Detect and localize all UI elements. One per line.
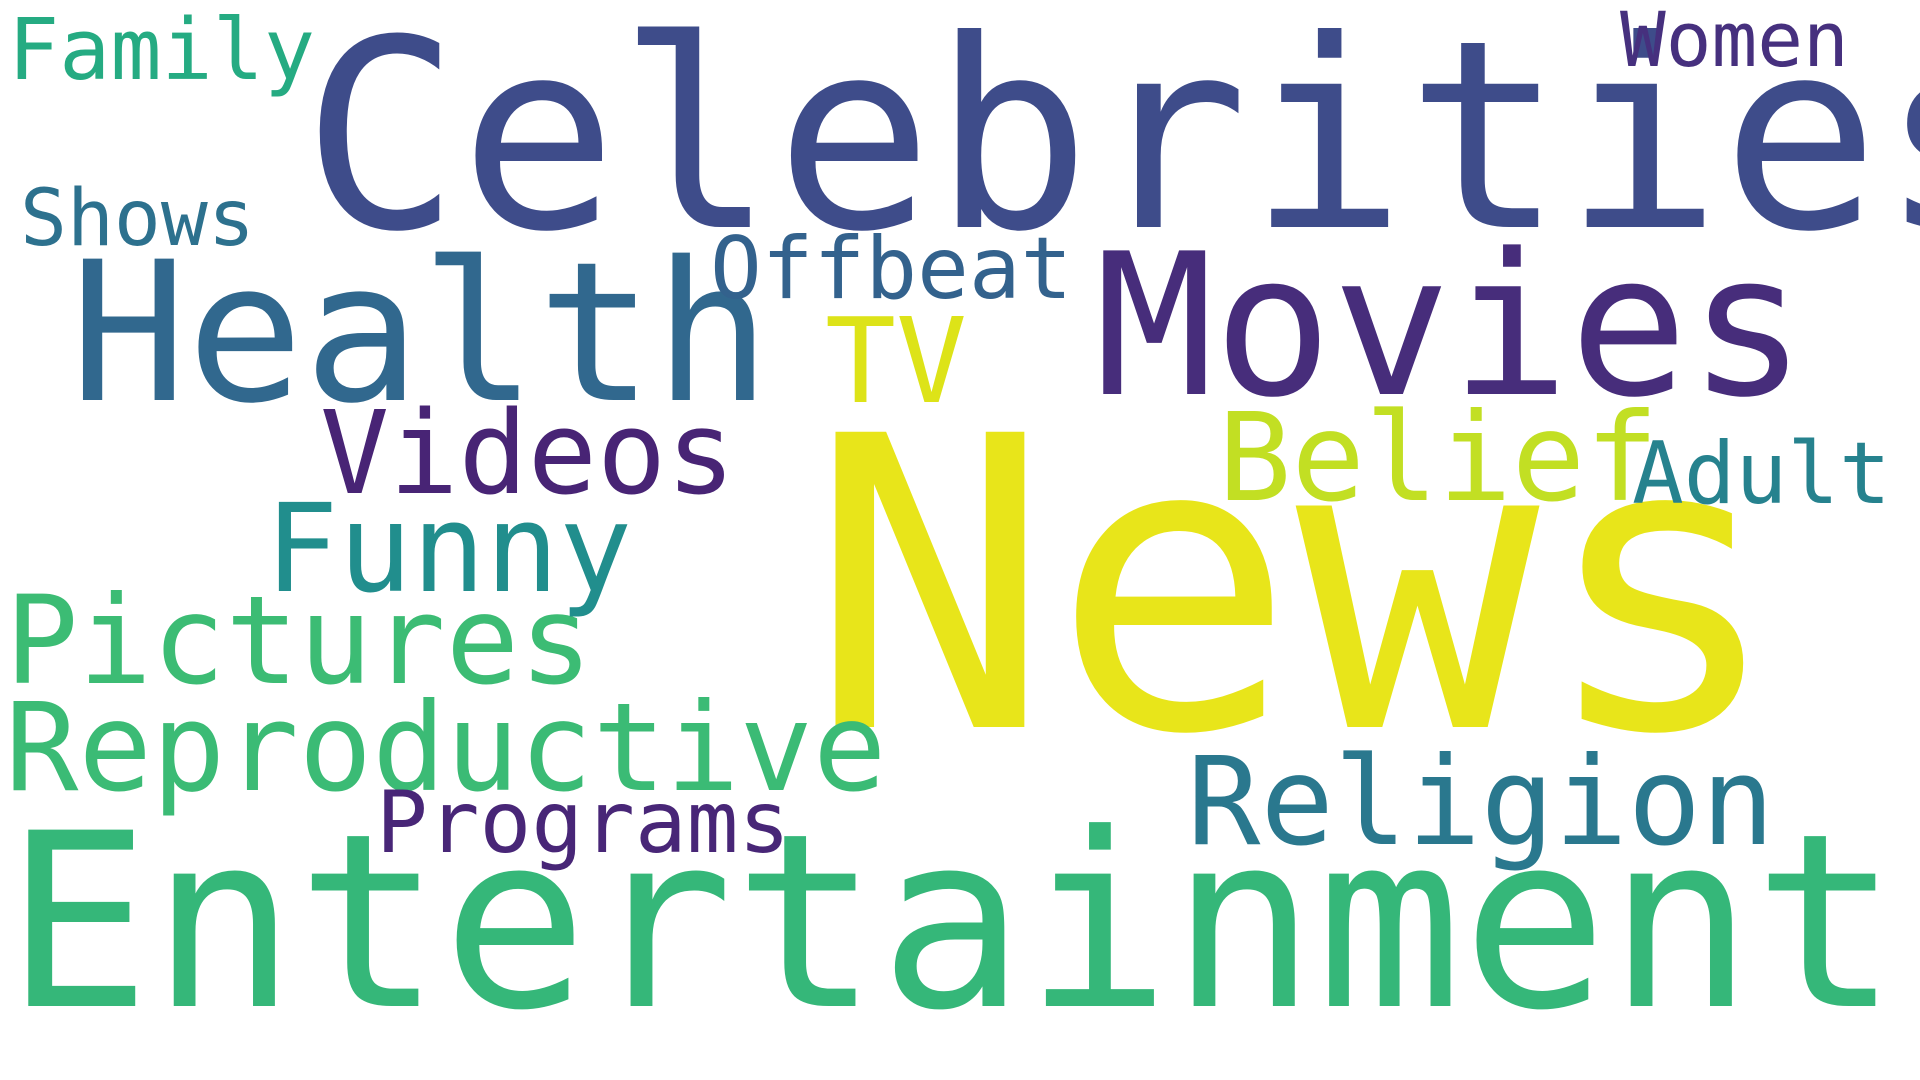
word-religion: Religion [1187,731,1775,873]
word-health: Health [70,220,771,446]
word-programs: Programs [376,773,791,873]
word-movies: Movies [1095,212,1807,441]
word-pictures: Pictures [5,570,593,712]
word-tv: TV [825,292,968,430]
word-entertainment: Entertainment [5,782,1900,1064]
word-videos: Videos [320,387,736,521]
word-belief: Belief [1218,387,1659,529]
word-women: Women [1620,0,1849,84]
word-adult: Adult [1632,424,1891,524]
word-shows: Shows [20,174,255,264]
word-family: Family [8,1,316,100]
word-reproductive: Reproductive [5,677,887,819]
word-funny: Funny [265,478,633,620]
word-news: News [808,351,1784,823]
word-offbeat: Offbeat [710,219,1073,319]
word-celebrities: Celebrities [302,0,1920,289]
